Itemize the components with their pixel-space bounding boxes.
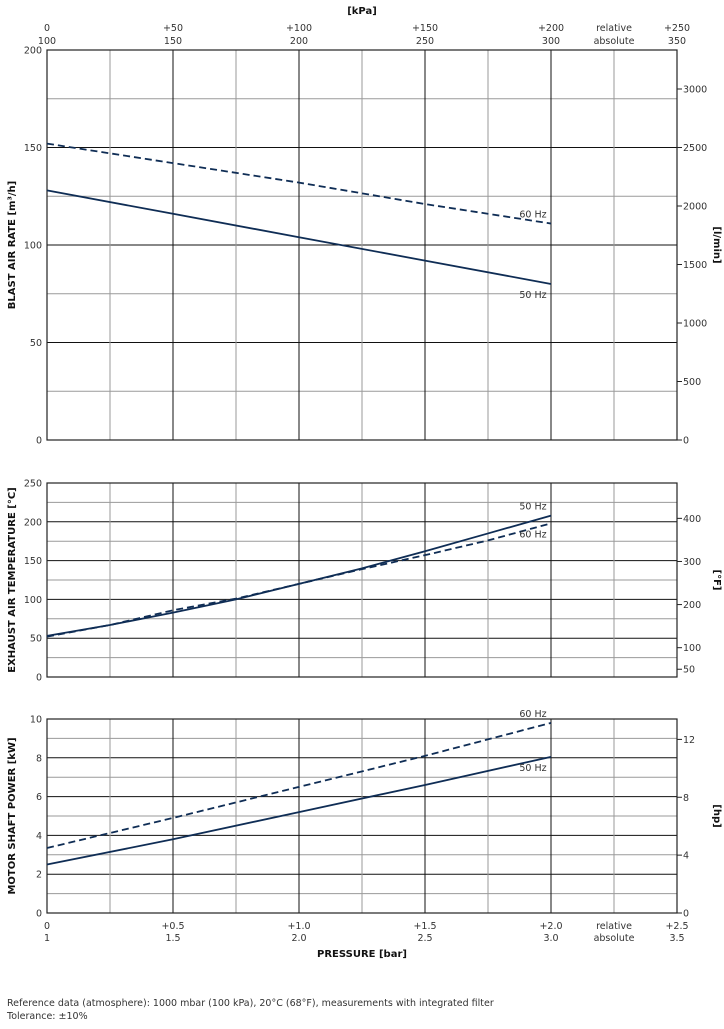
y2-tick-label: 2500	[683, 143, 707, 154]
y2-tick-label: 12	[683, 735, 695, 746]
bottom-relative-tick: 0	[44, 921, 50, 932]
top-absolute-tick: 300	[542, 36, 560, 47]
y2-tick-label: 3000	[683, 85, 707, 96]
top-absolute-tick: 150	[164, 36, 182, 47]
tolerance-note: Tolerance: ±10%	[7, 1011, 88, 1022]
bottom-relative-tick: +2.0	[539, 921, 562, 932]
y-tick-label: 50	[30, 338, 42, 349]
bottom-absolute-label: absolute	[594, 933, 635, 944]
reference-note: Reference data (atmosphere): 1000 mbar (…	[7, 998, 494, 1009]
y2-tick-label: 0	[683, 909, 689, 920]
y-tick-label: 250	[24, 479, 42, 490]
series-label: 60 Hz	[519, 210, 546, 221]
y2-tick-label: 500	[683, 377, 701, 388]
y2-tick-label: 1500	[683, 260, 707, 271]
series-line-50hz	[46, 189, 552, 285]
top-relative-tick: +200	[538, 23, 564, 34]
y-tick-label: 150	[24, 556, 42, 567]
y-tick-label: 0	[36, 673, 42, 684]
y2-tick-label: 300	[683, 557, 701, 568]
y-tick-label: 8	[36, 753, 42, 764]
y-axis-title: EXHAUST AIR TEMPERATURE [°C]	[7, 487, 18, 672]
top-relative-tick: +100	[286, 23, 312, 34]
bottom-relative-tick: +0.5	[161, 921, 184, 932]
top-absolute-tick: 250	[416, 36, 434, 47]
bottom-relative-tick: +1.0	[287, 921, 310, 932]
y-tick-label: 10	[30, 715, 42, 726]
y2-tick-label: 0	[683, 436, 689, 447]
plot-frame	[46, 482, 678, 678]
series-label: 50 Hz	[519, 290, 546, 301]
y2-tick-label: 2000	[683, 202, 707, 213]
series-line-50hz	[46, 755, 552, 866]
chart-panel-3	[46, 718, 682, 914]
top-absolute-tick: 100	[38, 36, 56, 47]
y2-tick-label: 200	[683, 600, 701, 611]
series-label: 60 Hz	[519, 709, 546, 720]
y-tick-label: 200	[24, 517, 42, 528]
y-tick-label: 50	[30, 634, 42, 645]
plot-frame	[46, 49, 678, 441]
y-tick-label: 200	[24, 46, 42, 57]
series-label: 50 Hz	[519, 502, 546, 513]
top-relative-tick: +150	[412, 23, 438, 34]
y-axis-title: BLAST AIR RATE [m³/h]	[7, 181, 18, 309]
top-absolute-tick: 200	[290, 36, 308, 47]
y-tick-label: 0	[36, 436, 42, 447]
y-tick-label: 150	[24, 143, 42, 154]
y-tick-label: 4	[36, 831, 42, 842]
bottom-relative-label: relative	[596, 921, 632, 932]
chart-panel-2	[46, 482, 682, 678]
top-absolute-label: absolute	[594, 36, 635, 47]
bottom-absolute-tick: 3.0	[543, 933, 558, 944]
y2-axis-title: [hp]	[711, 804, 722, 827]
footnotes: Reference data (atmosphere): 1000 mbar (…	[7, 997, 494, 1023]
top-axis-title: [kPa]	[347, 6, 377, 17]
top-absolute-tick: 350	[668, 36, 686, 47]
y-tick-label: 6	[36, 792, 42, 803]
series-line-60hz	[46, 522, 552, 638]
bottom-absolute-tick: 1.5	[165, 933, 180, 944]
series-line-60hz	[46, 722, 552, 849]
bottom-absolute-tick: 3.5	[669, 933, 684, 944]
top-relative-tick: +50	[163, 23, 183, 34]
y2-tick-label: 4	[683, 851, 689, 862]
y2-tick-label: 1000	[683, 319, 707, 330]
bottom-absolute-tick: 2.0	[291, 933, 306, 944]
bottom-relative-tick: +1.5	[413, 921, 436, 932]
plot-frame	[46, 718, 678, 914]
y2-axis-title: [°F]	[711, 570, 722, 591]
y2-axis-title: [l/min]	[711, 226, 722, 263]
top-relative-tick: 0	[44, 23, 50, 34]
top-relative-tick: +250	[664, 23, 690, 34]
bottom-absolute-tick: 2.5	[417, 933, 432, 944]
bottom-absolute-tick: 1	[44, 933, 50, 944]
series-label: 60 Hz	[519, 529, 546, 540]
x-axis-title: PRESSURE [bar]	[317, 949, 407, 960]
y-tick-label: 0	[36, 909, 42, 920]
y2-tick-label: 100	[683, 643, 701, 654]
y-axis-title: MOTOR SHAFT POWER [kW]	[7, 737, 18, 894]
bottom-relative-tick: +2.5	[665, 921, 688, 932]
series-line-60hz	[46, 142, 552, 225]
y2-tick-label: 8	[683, 793, 689, 804]
top-relative-label: relative	[596, 23, 632, 34]
chart-panel-1	[46, 49, 682, 441]
y-tick-label: 100	[24, 241, 42, 252]
series-label: 50 Hz	[519, 763, 546, 774]
y-tick-label: 100	[24, 595, 42, 606]
y2-tick-label: 50	[683, 665, 695, 676]
y2-tick-label: 400	[683, 514, 701, 525]
y-tick-label: 2	[36, 870, 42, 881]
